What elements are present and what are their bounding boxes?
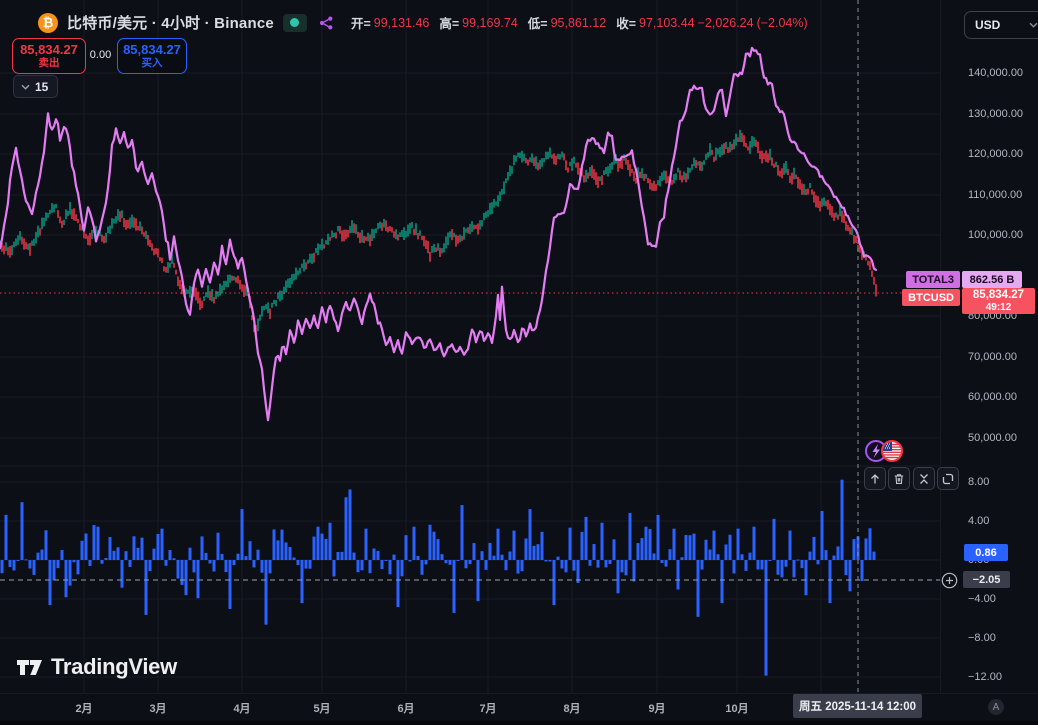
chevron-down-icon (21, 84, 30, 90)
chevron-down-icon (1029, 22, 1038, 28)
move-pane-up-button[interactable] (864, 467, 886, 490)
price-axis-label: 140,000.00 (968, 67, 1024, 79)
time-axis-divider (0, 693, 1038, 694)
time-axis-label: 8月 (563, 703, 581, 715)
price-axis-label: 130,000.00 (968, 108, 1024, 120)
price-axis-label: 50,000.00 (968, 432, 1017, 444)
time-axis-label: 7月 (479, 703, 497, 715)
crosshair-date-badge: 周五 2025-11-14 12:00 (793, 694, 922, 718)
time-axis-label: 3月 (149, 703, 167, 715)
collapse-icon (920, 473, 928, 484)
close-value: 97,103.44 (639, 15, 695, 30)
ohlc-readout: 开= 99,131.46 高= 99,169.74 低= 95,861.12 收= 97… (351, 13, 808, 32)
add-alert-plus-icon[interactable] (941, 572, 958, 594)
chart-canvas[interactable] (0, 0, 940, 693)
currency-value: USD (975, 18, 1001, 32)
indicator-axis-label: −8.00 (968, 632, 996, 644)
symbol-header: ₿ 比特币/美元 · 4小时 · Binance 开= 99,131.46 高= 9… (38, 12, 808, 33)
auto-scale-badge[interactable]: A (988, 699, 1004, 715)
time-axis-label: 5月 (313, 703, 331, 715)
indicator-value-badge: 0.86 (964, 544, 1008, 561)
collapse-pane-button[interactable] (913, 467, 935, 490)
low-value: 95,861.12 (550, 15, 607, 30)
tradingview-logo[interactable]: TradingView (16, 654, 177, 680)
indicator-axis-label: −12.00 (968, 671, 1002, 683)
tradingview-logo-icon (17, 659, 42, 675)
trash-icon (894, 473, 904, 484)
price-axis-label: 110,000.00 (968, 189, 1023, 201)
btc-symbol-icon: ₿ (38, 12, 58, 33)
close-label: 收= (616, 17, 637, 31)
buy-price: 85,834.27 (123, 41, 181, 57)
timeframe-dropdown[interactable]: 15 (13, 75, 59, 98)
time-axis-label: 10月 (725, 703, 749, 715)
btcusd-last-price: 85,834.27 (972, 289, 1025, 302)
price-axis-label: 100,000.00 (968, 229, 1024, 241)
window-bottom-edge (0, 721, 1038, 725)
buy-button[interactable]: 85,834.27 买入 (117, 38, 187, 74)
price-axis-divider (940, 0, 941, 693)
share-icon[interactable] (316, 14, 336, 32)
delete-pane-button[interactable] (888, 467, 910, 490)
indicator-axis-label: −4.00 (968, 593, 996, 605)
bar-countdown: 49:12 (985, 301, 1012, 313)
low-label: 低= (527, 17, 548, 31)
buy-label: 买入 (141, 57, 163, 70)
indicator-axis-label: 8.00 (968, 476, 990, 488)
sell-button[interactable]: 85,834.27 卖出 (12, 38, 86, 74)
time-axis-label: 9月 (648, 703, 666, 715)
time-axis-label: 2月 (75, 703, 93, 715)
open-label: 开= (350, 17, 371, 31)
change-value: −2,026.24 (697, 15, 754, 30)
price-axis-label: 60,000.00 (968, 391, 1017, 403)
total3-price-badge: 862.56 B (962, 271, 1022, 288)
time-axis-label: 6月 (397, 703, 415, 715)
crosshair-value-badge: −2.05 (963, 571, 1010, 588)
time-axis-label: 4月 (233, 703, 251, 715)
sell-label: 卖出 (38, 57, 60, 70)
indicator-axis-label: 4.00 (968, 515, 990, 527)
tradingview-logo-text: TradingView (51, 654, 177, 679)
high-label: 高= (439, 17, 460, 31)
price-axis-label: 120,000.00 (968, 148, 1024, 160)
market-status-icon[interactable] (282, 13, 307, 32)
spread-value: 0.00 (89, 49, 112, 61)
arrow-up-icon (871, 473, 879, 483)
timeframe-value: 15 (35, 79, 49, 94)
change-percent: (−2.04%) (756, 15, 808, 30)
maximize-icon (942, 473, 954, 484)
btcusd-series-tag[interactable]: BTCUSD (902, 289, 960, 306)
sell-price: 85,834.27 (20, 41, 78, 57)
high-value: 99,169.74 (462, 15, 518, 30)
currency-dropdown[interactable]: USD (964, 11, 1038, 39)
total3-series-tag[interactable]: TOTAL3 (906, 271, 960, 288)
symbol-pair-logos (864, 438, 906, 469)
btcusd-price-badge: 85,834.27 49:12 (962, 288, 1035, 314)
symbol-title[interactable]: 比特币/美元 · 4小时 · Binance (67, 15, 274, 32)
usd-flag-icon (881, 440, 903, 462)
price-axis-label: 70,000.00 (968, 351, 1017, 363)
open-value: 99,131.46 (373, 15, 430, 30)
maximize-pane-button[interactable] (937, 467, 959, 490)
